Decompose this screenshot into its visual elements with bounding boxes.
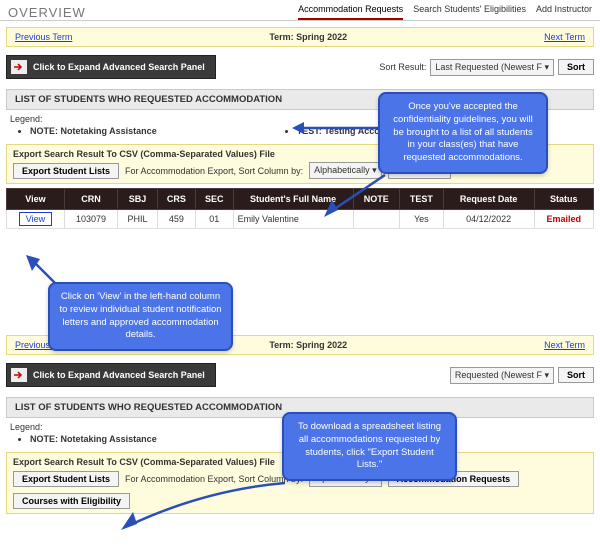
cell-note <box>353 210 399 229</box>
sort-select-2[interactable]: Requested (Newest F ▾ <box>450 367 554 384</box>
previous-term-link[interactable]: Previous Term <box>15 32 72 42</box>
cell-name: Emily Valentine <box>233 210 353 229</box>
col-status: Status <box>534 189 593 210</box>
expand-icon-2 <box>11 368 27 382</box>
current-term-label: Term: Spring 2022 <box>269 32 347 42</box>
students-table: View CRN SBJ CRS SEC Student's Full Name… <box>6 188 594 229</box>
sort-button[interactable]: Sort <box>558 59 594 75</box>
expand-search-panel-button-2[interactable]: Click to Expand Advanced Search Panel <box>6 363 216 387</box>
cell-date: 04/12/2022 <box>443 210 534 229</box>
callout-click-view: Click on 'View' in the left-hand column … <box>48 282 233 351</box>
nav-search-eligibilities[interactable]: Search Students' Eligibilities <box>413 4 526 20</box>
cell-sec: 01 <box>196 210 234 229</box>
page-title: OVERVIEW <box>8 5 86 20</box>
next-term-link[interactable]: Next Term <box>544 32 585 42</box>
sort-area: Sort Result: Last Requested (Newest F ▾ … <box>379 59 594 76</box>
cell-crn: 103079 <box>64 210 117 229</box>
term-bar: Previous Term Term: Spring 2022 Next Ter… <box>6 27 594 47</box>
legend-note-2: NOTE: Notetaking Assistance <box>30 434 157 444</box>
col-sbj: SBJ <box>118 189 158 210</box>
page-header: OVERVIEW Accommodation Requests Search S… <box>0 0 600 21</box>
legend-note: NOTE: Notetaking Assistance <box>30 126 157 136</box>
col-date: Request Date <box>443 189 534 210</box>
col-crn: CRN <box>64 189 117 210</box>
expand-search-panel-button[interactable]: Click to Expand Advanced Search Panel <box>6 55 216 79</box>
export-sort-label: For Accommodation Export, Sort Column by… <box>125 166 303 176</box>
callout-export-lists: To download a spreadsheet listing all ac… <box>282 412 457 481</box>
export-student-lists-button-2[interactable]: Export Student Lists <box>13 471 119 487</box>
expand-label-2: Click to Expand Advanced Search Panel <box>33 370 205 380</box>
col-name: Student's Full Name <box>233 189 353 210</box>
table-header-row: View CRN SBJ CRS SEC Student's Full Name… <box>7 189 594 210</box>
callout-accepted-guidelines: Once you've accepted the confidentiality… <box>378 92 548 174</box>
header-nav: Accommodation Requests Search Students' … <box>298 4 592 20</box>
table-row: View 103079 PHIL 459 01 Emily Valentine … <box>7 210 594 229</box>
current-term-label-2: Term: Spring 2022 <box>269 340 347 350</box>
col-note: NOTE <box>353 189 399 210</box>
view-student-button[interactable]: View <box>19 212 52 226</box>
sort-button-2[interactable]: Sort <box>558 367 594 383</box>
col-view: View <box>7 189 65 210</box>
sort-area-2: Requested (Newest F ▾ Sort <box>450 367 594 384</box>
sort-select[interactable]: Last Requested (Newest F ▾ <box>430 59 554 76</box>
expand-label: Click to Expand Advanced Search Panel <box>33 62 205 72</box>
nav-accommodation-requests[interactable]: Accommodation Requests <box>298 4 403 20</box>
cell-status: Emailed <box>534 210 593 229</box>
expand-icon <box>11 60 27 74</box>
col-test: TEST <box>400 189 444 210</box>
courses-eligibility-button[interactable]: Courses with Eligibility <box>13 493 130 509</box>
cell-test: Yes <box>400 210 444 229</box>
sort-label: Sort Result: <box>379 62 426 72</box>
export-student-lists-button[interactable]: Export Student Lists <box>13 163 119 179</box>
cell-sbj: PHIL <box>118 210 158 229</box>
nav-add-instructor[interactable]: Add Instructor <box>536 4 592 20</box>
export-sort-label-2: For Accommodation Export, Sort Column by… <box>125 474 303 484</box>
next-term-link-2[interactable]: Next Term <box>544 340 585 350</box>
col-sec: SEC <box>196 189 234 210</box>
col-crs: CRS <box>157 189 195 210</box>
export-sort-select[interactable]: Alphabetically ▾ <box>309 162 382 179</box>
cell-crs: 459 <box>157 210 195 229</box>
